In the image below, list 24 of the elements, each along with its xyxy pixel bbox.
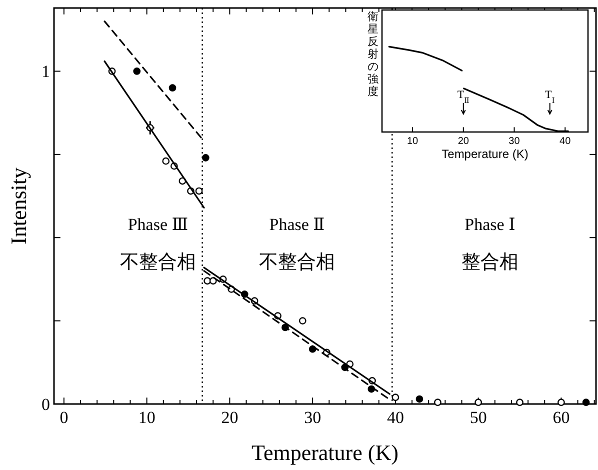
annotation: Phase Ⅰ (464, 215, 516, 234)
annotation: Phase Ⅲ (128, 215, 188, 234)
x-tick-label: 10 (406, 136, 419, 147)
x-tick-label: 40 (560, 136, 572, 147)
annotation: T$_{Ⅱ}$ (457, 89, 470, 104)
x-axis-title: Temperature (K) (442, 147, 528, 161)
x-tick-label: 50 (470, 408, 487, 427)
y-axis-title: 衛星反射の強度 (368, 10, 378, 98)
annotation: T$_{Ⅰ}$ (544, 89, 555, 104)
y-axis-title: Intensity (6, 168, 31, 244)
x-tick-label: 20 (221, 408, 238, 427)
x-tick-label: 40 (386, 408, 404, 427)
annotation: 整合相 (462, 251, 518, 273)
annotation: 不整合相 (120, 251, 196, 273)
y-tick-label: 1 (42, 62, 50, 82)
x-tick-label: 20 (458, 136, 470, 147)
x-axis-title: Temperature (K) (252, 440, 398, 465)
x-tick-label: 0 (60, 408, 68, 427)
annotation: Phase Ⅱ (269, 215, 325, 234)
annotation: 不整合相 (259, 251, 335, 273)
x-tick-label: 30 (304, 408, 322, 427)
x-tick-label: 30 (508, 136, 520, 147)
x-tick-label: 60 (552, 408, 570, 427)
x-tick-label: 10 (138, 408, 156, 427)
